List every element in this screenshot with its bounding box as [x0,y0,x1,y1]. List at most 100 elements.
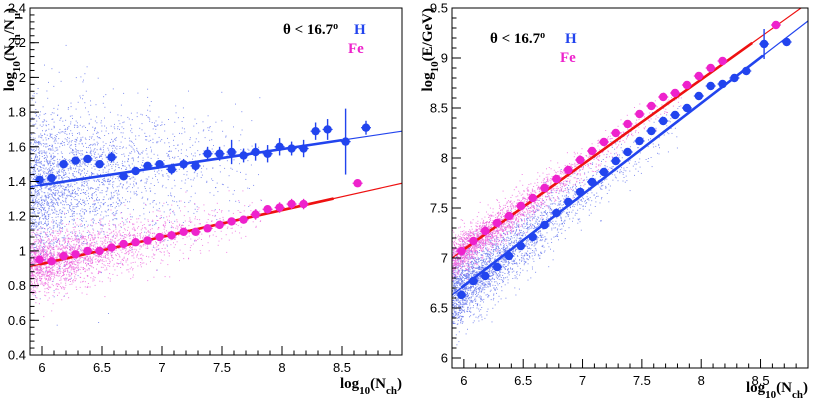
left-point-fe [83,246,92,256]
right-y-axis-title: log10(E/GeV) [420,8,441,92]
left-point-h [215,149,224,158]
left-y-tick-label: 2 [19,70,26,85]
left-scatter-cloud [30,44,262,326]
left-point-fe [299,199,308,209]
left-point-fe [59,251,68,261]
left-point-fe [35,255,44,264]
right-point-h [587,177,597,187]
right-point-fe [682,80,692,90]
right-point-h [635,136,644,146]
left-point-h [263,149,272,158]
right-y-tick-label: 6.5 [430,301,448,316]
left-point-h [275,142,284,151]
left-cloud-dots [30,44,262,326]
left-x-tick-label: 8 [278,360,285,375]
right-point-fe [771,20,781,30]
left-y-tick-label: 1 [19,243,26,258]
right-point-fe [611,128,620,138]
left-y-tick-label: 2.2 [8,35,26,50]
left-point-h [83,154,92,164]
left-x-tick-label: 8.5 [333,360,351,375]
right-point-fe [575,155,585,165]
left-x-tick-label: 6.5 [93,360,111,375]
right-point-h [782,37,791,47]
left-point-h [287,144,296,153]
left-point-fe [239,215,248,224]
right-y-tick-label: 9.5 [430,1,448,16]
left-point-fe [227,217,236,226]
right-point-h [694,91,704,101]
left-point-h [119,172,128,181]
right-point-fe [635,109,644,119]
right-point-fe [587,146,597,156]
right-panel: 6 6.5 7 7.5 8 8.5 6 6.5 7 7.5 8 8.5 9 9.5 θ < 16.7o H… [420,1,809,400]
right-point-fe [504,211,514,221]
left-point-h [323,125,332,134]
left-point-fe [95,246,104,256]
left-point-h [299,144,308,153]
left-y-tick-label: 0.4 [8,348,26,363]
right-x-tick-label: 8 [698,373,705,388]
right-point-fe [706,63,715,73]
left-y-axis-title: log10(Nch/Nμ) [2,8,23,91]
left-point-h [203,149,212,158]
left-y-tick-label: 0.6 [8,313,26,328]
right-y-tick-label: 6 [441,351,448,366]
left-point-fe [251,210,260,219]
right-legend-fe: Fe [560,50,576,66]
left-point-h [107,153,116,162]
left-point-fe [215,220,224,230]
left-point-fe [167,231,176,240]
left-point-h [35,175,44,184]
right-point-fe [481,226,490,236]
right-point-h [706,81,715,91]
right-point-h [611,156,620,166]
right-point-fe [718,56,727,66]
left-y-tick-label: 1.6 [8,139,26,154]
right-point-fe [694,71,704,81]
left-point-h [361,123,371,132]
left-x-axis-title: log10(Nch) [340,376,402,397]
left-point-h [191,161,200,171]
right-x-tick-label: 6.5 [514,373,532,388]
right-point-fe [457,246,466,256]
right-point-h [516,241,526,251]
right-point-h [623,147,632,157]
right-x-tick-label: 7 [579,373,586,388]
left-x-tick-label: 7 [158,360,165,375]
right-point-fe [540,183,549,193]
left-point-fe [203,224,212,233]
left-point-fe [131,238,140,247]
right-y-tick-label: 9 [441,51,448,66]
left-point-fe [47,257,56,266]
right-point-h [457,290,466,300]
right-point-h [528,232,537,242]
right-point-h [552,208,561,218]
right-annotation: θ < 16.7o [490,30,545,48]
right-point-h [492,262,502,272]
left-panel: 6 6.5 7 7.5 8 8.5 0.4 0.6 0.8 1 1.2 1.4 1.6 1.8 2 2.2 2.… [2,1,403,397]
right-point-h [730,73,739,83]
left-point-fe [155,232,164,242]
right-x-tick-label: 7.5 [633,373,651,388]
right-point-fe [469,236,478,246]
left-point-fe [353,179,362,188]
right-y-tick-label: 8.5 [430,101,448,116]
right-point-h [469,276,478,286]
left-point-fe [107,243,116,252]
right-point-h [659,116,668,126]
right-x-axis-title: log10(Nch) [746,380,808,400]
left-y-tick-label: 1.4 [8,174,26,189]
left-point-fe [287,199,296,209]
right-point-h [564,197,573,207]
right-point-h [575,187,585,197]
left-y-tick-label: 1.2 [8,209,26,224]
right-point-fe [659,92,668,102]
left-legend-fe: Fe [348,41,364,57]
right-y-tick-label: 7.5 [430,201,448,216]
right-point-fe [564,165,573,175]
left-x-tick-label: 7.5 [213,360,231,375]
left-point-h [227,147,236,157]
left-point-fe [179,227,188,237]
left-point-h [95,159,104,169]
